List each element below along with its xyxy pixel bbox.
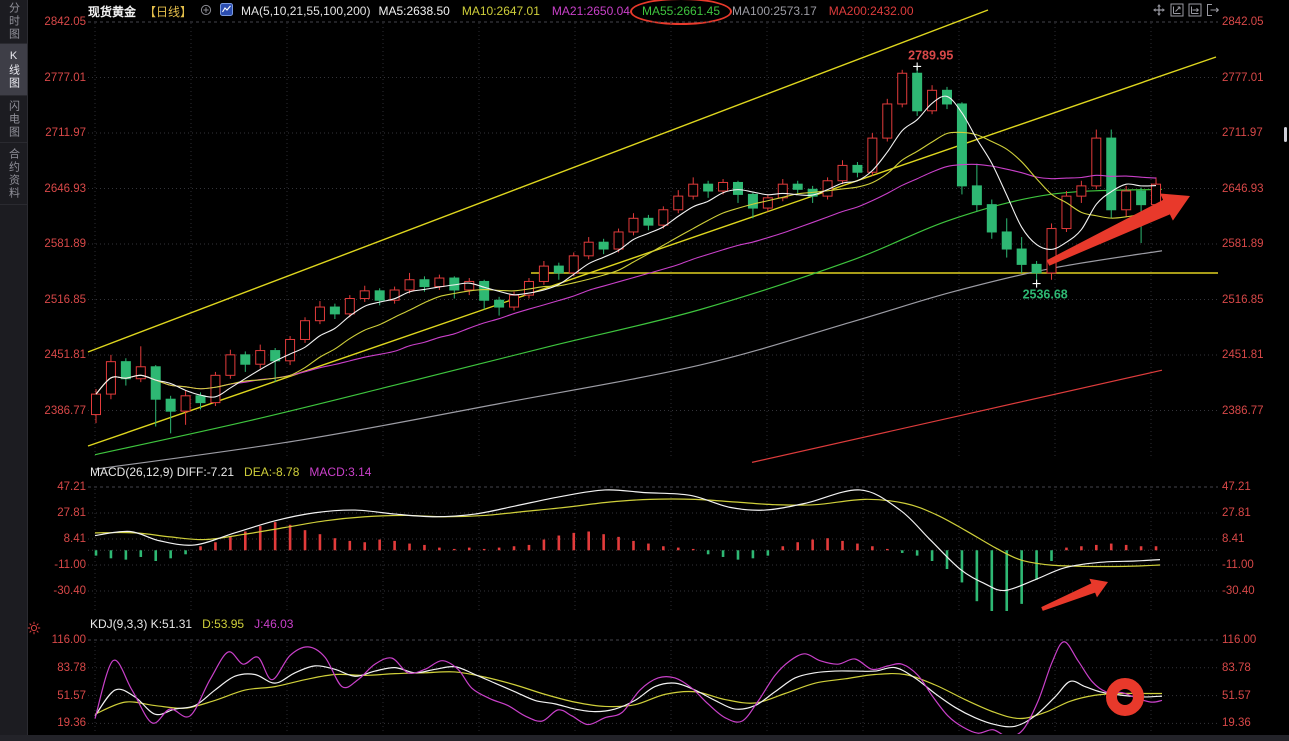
price-tick-right: 2646.93 bbox=[1222, 182, 1264, 195]
indicator-value-label: DEA:-8.78 bbox=[244, 465, 300, 479]
chart-toolbar bbox=[1152, 3, 1220, 17]
price-tick-left: 2581.89 bbox=[44, 238, 86, 250]
ma-legend-item-5: MA100:2573.17 bbox=[732, 4, 817, 18]
exit-view-icon[interactable] bbox=[1206, 3, 1220, 17]
ma-legend-item-1: MA5:2638.50 bbox=[378, 4, 450, 18]
indicator-value-label: MACD:3.14 bbox=[309, 465, 372, 479]
macd-tick-left: 27.81 bbox=[57, 507, 86, 519]
indicator-value-label: D:53.95 bbox=[202, 617, 245, 631]
macd-tick-left: 47.21 bbox=[57, 481, 86, 493]
macd-pane-label: MACD(26,12,9) DIFF:-7.21 DEA:-8.78 MACD:3.… bbox=[90, 465, 371, 479]
indicator-value-label: J:46.03 bbox=[254, 617, 294, 631]
kdj-tick-right: 116.00 bbox=[1222, 634, 1257, 646]
price-tick-right: 2711.97 bbox=[1222, 127, 1263, 139]
macd-tick-left: -30.40 bbox=[53, 585, 86, 597]
price-tick-right: 2386.77 bbox=[1222, 404, 1264, 417]
svg-text:2789.95: 2789.95 bbox=[908, 48, 953, 62]
kdj-pane-label: KDJ(9,3,3) K:51.31 D:53.95 J:46.03 bbox=[90, 617, 293, 631]
add-indicator-icon[interactable] bbox=[200, 4, 212, 19]
ma-params-label: MA(5,10,21,55,100,200) bbox=[241, 4, 371, 18]
sidebar-item-4[interactable]: 合约资料 bbox=[0, 143, 27, 205]
move-icon[interactable] bbox=[1152, 3, 1166, 17]
zoom-axis-right-icon[interactable] bbox=[1188, 3, 1202, 17]
sidebar-item-1[interactable]: 分时图 bbox=[0, 0, 27, 44]
sidebar-item-3[interactable]: 闪电图 bbox=[0, 96, 27, 143]
price-tick-right: 2777.01 bbox=[1222, 71, 1264, 84]
macd-tick-right: 8.41 bbox=[1222, 533, 1245, 545]
price-tick-left: 2711.97 bbox=[45, 127, 86, 139]
macd-tick-right: 27.81 bbox=[1222, 507, 1251, 519]
chart-header: 现货黄金 【日线】 MA(5,10,21,55,100,200) MA5:263… bbox=[88, 0, 914, 25]
kdj-tick-right: 83.78 bbox=[1222, 661, 1251, 674]
price-tick-left: 2646.93 bbox=[44, 182, 86, 195]
ma-legend-item-2: MA10:2647.01 bbox=[461, 4, 540, 18]
indicator-value-label: MACD(26,12,9) DIFF:-7.21 bbox=[90, 465, 235, 479]
sidebar-item-2[interactable]: K线图 bbox=[0, 44, 27, 96]
price-tick-right: 2581.89 bbox=[1222, 238, 1264, 250]
chart-type-icon[interactable] bbox=[220, 3, 234, 19]
macd-tick-right: 47.21 bbox=[1222, 481, 1251, 493]
bottom-bar bbox=[0, 735, 1289, 741]
price-tick-left: 2386.77 bbox=[44, 404, 86, 417]
symbol-title: 现货黄金 bbox=[88, 4, 137, 19]
zoom-axis-up-icon[interactable] bbox=[1170, 3, 1184, 17]
macd-tick-right: -11.00 bbox=[1222, 559, 1254, 571]
macd-tick-right: -30.40 bbox=[1222, 585, 1255, 597]
ma-legend-item-3: MA21:2650.04 bbox=[551, 4, 630, 18]
kdj-tick-right: 19.36 bbox=[1222, 717, 1251, 730]
svg-text:2536.68: 2536.68 bbox=[1023, 288, 1068, 302]
ma-legend-item-6: MA200:2432.00 bbox=[828, 4, 914, 18]
price-tick-right: 2842.05 bbox=[1222, 16, 1264, 28]
macd-tick-left: 8.41 bbox=[63, 533, 86, 545]
kdj-tick-left: 19.36 bbox=[57, 717, 86, 730]
kdj-tick-left: 51.57 bbox=[57, 689, 86, 702]
price-tick-right: 2451.81 bbox=[1222, 349, 1264, 361]
price-tick-left: 2777.01 bbox=[44, 71, 86, 84]
period-label: 【日线】 bbox=[144, 4, 193, 19]
price-tick-left: 2451.81 bbox=[44, 349, 86, 361]
price-tick-left: 2842.05 bbox=[44, 16, 86, 28]
price-tick-right: 2516.85 bbox=[1222, 293, 1264, 306]
macd-tick-left: -11.00 bbox=[54, 559, 86, 571]
kdj-tick-left: 83.78 bbox=[57, 661, 86, 674]
sidebar: 分时图 K线图 闪电图 合约资料 bbox=[0, 0, 28, 735]
kdj-tick-left: 116.00 bbox=[51, 634, 86, 646]
indicator-value-label: KDJ(9,3,3) K:51.31 bbox=[90, 617, 193, 631]
kdj-tick-right: 51.57 bbox=[1222, 689, 1251, 702]
scrollbar-thumb[interactable] bbox=[1284, 127, 1287, 142]
price-tick-left: 2516.85 bbox=[44, 293, 86, 306]
